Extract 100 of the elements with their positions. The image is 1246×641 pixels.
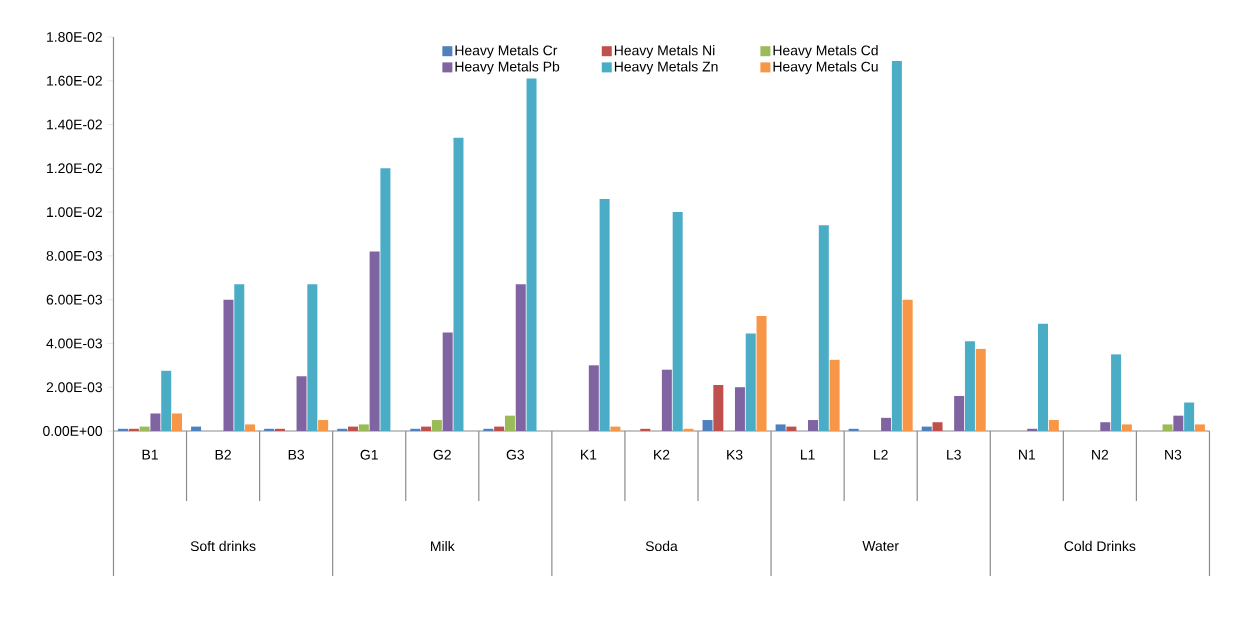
x-tick-label: N2	[1092, 449, 1109, 460]
y-tick-label: 1.00E-02	[47, 207, 102, 218]
bar	[818, 225, 829, 431]
bar	[161, 370, 172, 431]
x-tick-label: N1	[1019, 449, 1036, 460]
bar	[337, 428, 348, 431]
bar	[713, 385, 724, 431]
bar	[672, 212, 683, 431]
bar	[274, 428, 285, 431]
legend-label: Heavy Metals Cd	[773, 45, 878, 59]
y-tick-label: 1.40E-02	[47, 119, 102, 130]
bar	[264, 428, 275, 431]
bar	[848, 428, 859, 431]
bar	[369, 251, 380, 431]
bar	[307, 284, 318, 431]
bar	[964, 341, 975, 431]
y-tick-label: 4.00E-03	[46, 338, 103, 349]
bar	[610, 426, 621, 431]
bar	[775, 424, 786, 431]
bar	[808, 420, 819, 431]
text: Cold Drinks	[1064, 540, 1136, 552]
y-tick-label: 2.00E-03	[46, 382, 103, 393]
bar	[1184, 402, 1195, 431]
bar	[245, 424, 256, 431]
x-tick-label: G3	[506, 449, 525, 460]
x-tick-label: B2	[215, 449, 231, 460]
x-tick-label: B3	[288, 449, 305, 460]
y-tick-label: 8.00E-03	[46, 250, 103, 261]
bar	[921, 426, 932, 431]
bar	[881, 417, 892, 431]
bar	[745, 333, 756, 431]
text: Water	[862, 541, 899, 551]
bar	[358, 424, 369, 431]
bar	[494, 426, 505, 431]
legend-label: Heavy Metals Pb	[455, 61, 560, 75]
bar	[504, 415, 515, 431]
text: Milk	[431, 540, 455, 552]
bar	[410, 428, 421, 431]
legend-label: Heavy Metals Cu	[773, 61, 878, 75]
x-tick-label: N3	[1165, 449, 1182, 460]
bar	[1027, 428, 1038, 431]
text: Soda	[645, 540, 678, 552]
bar	[150, 413, 161, 431]
bar	[734, 387, 745, 431]
x-tick-label: G1	[360, 449, 378, 460]
bar	[1048, 420, 1059, 431]
bar	[661, 369, 672, 431]
bar	[1162, 424, 1173, 431]
bar	[442, 332, 453, 431]
bar	[829, 359, 840, 431]
x-tick-label: K2	[654, 449, 670, 460]
y-tick-label: 6.00E-03	[46, 294, 103, 305]
bar	[223, 299, 234, 431]
bar	[526, 78, 537, 431]
bar	[702, 420, 713, 431]
bar	[1038, 323, 1049, 431]
x-tick-label: L3	[947, 449, 961, 460]
bar	[756, 316, 767, 431]
bar	[902, 299, 913, 431]
bar	[515, 284, 526, 431]
x-tick-label: L2	[874, 449, 888, 460]
bar	[588, 365, 599, 431]
y-tick-label: 1.80E-02	[47, 32, 102, 42]
bar	[453, 137, 464, 431]
bar	[891, 61, 902, 431]
text: Soft drinks	[190, 540, 256, 552]
y-tick-label: 1.20E-02	[47, 163, 102, 174]
bar	[431, 420, 442, 431]
bar	[318, 420, 329, 431]
bar	[975, 348, 986, 431]
bar	[640, 428, 651, 431]
bar	[128, 428, 139, 431]
bar	[234, 284, 245, 431]
bar	[1194, 424, 1205, 431]
x-tick-label: L1	[800, 449, 815, 460]
bar	[348, 426, 359, 431]
bar	[1111, 354, 1122, 431]
bar	[172, 413, 183, 431]
bar	[1100, 422, 1111, 431]
bar	[483, 428, 494, 431]
bar	[296, 376, 307, 431]
bar	[118, 428, 129, 431]
y-tick-label: 0.00E+00	[43, 426, 103, 436]
bar	[954, 395, 965, 431]
x-tick-label: B1	[142, 449, 158, 460]
bar	[599, 198, 610, 431]
bar	[1173, 415, 1184, 431]
bar	[932, 422, 943, 431]
x-tick-label: G2	[433, 449, 451, 460]
bar	[683, 428, 694, 431]
bar	[421, 426, 432, 431]
legend-label: Heavy Metals Zn	[614, 61, 718, 75]
legend-label: Heavy Metals Ni	[614, 45, 715, 59]
bar	[786, 426, 797, 431]
bar	[139, 426, 150, 431]
bar	[380, 168, 391, 431]
bar	[191, 426, 202, 431]
bar	[1121, 424, 1132, 431]
legend-label: Heavy Metals Cr	[455, 45, 558, 59]
x-tick-label: K3	[727, 449, 743, 460]
